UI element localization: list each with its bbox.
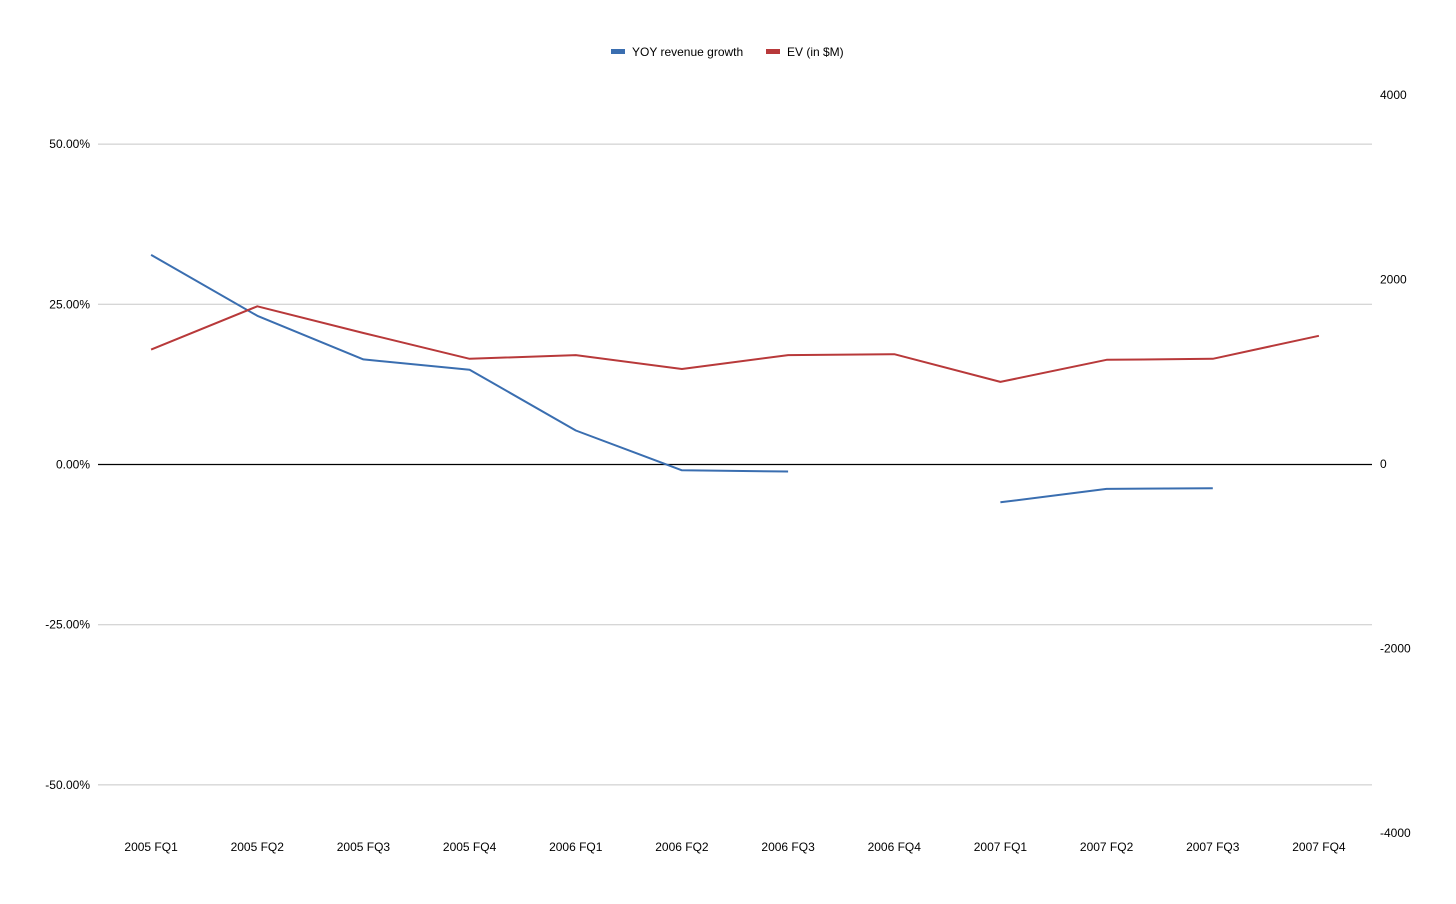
legend: YOY revenue growth EV (in $M): [611, 45, 844, 59]
legend-swatch: [766, 49, 780, 54]
right-tick-label: 2000: [1380, 273, 1407, 287]
data-point: [1104, 486, 1109, 491]
data-point: [361, 331, 366, 336]
x-tick-label: 2007 FQ2: [1080, 840, 1134, 854]
data-point: [998, 379, 1003, 384]
data-point: [998, 500, 1003, 505]
data-point: [1210, 356, 1215, 361]
x-tick-label: 2006 FQ1: [549, 840, 603, 854]
x-tick-label: 2006 FQ2: [655, 840, 709, 854]
legend-swatch: [611, 49, 625, 54]
data-point: [679, 367, 684, 372]
x-tick-label: 2007 FQ1: [974, 840, 1028, 854]
data-point: [1210, 486, 1215, 491]
x-tick-label: 2007 FQ4: [1292, 840, 1346, 854]
left-tick-label: 0.00%: [56, 458, 90, 472]
left-tick-label: -25.00%: [45, 618, 90, 632]
right-tick-label: 4000: [1380, 88, 1407, 102]
x-axis: 2005 FQ1 2005 FQ2 2005 FQ3 2005 FQ4 2006 FQ1…: [124, 840, 1346, 854]
x-tick-label: 2007 FQ3: [1186, 840, 1240, 854]
data-point: [255, 304, 260, 309]
x-tick-label: 2005 FQ4: [443, 840, 497, 854]
data-point: [149, 252, 154, 257]
legend-label: YOY revenue growth: [632, 45, 743, 59]
data-point: [1104, 357, 1109, 362]
left-axis: 50.00% 25.00% 0.00% -25.00% -50.00%: [45, 137, 90, 792]
right-axis: 4000 2000 0 -2000 -4000: [1380, 88, 1411, 840]
data-point: [786, 469, 791, 474]
data-point: [467, 367, 472, 372]
series-lines: [149, 252, 1321, 505]
right-tick-label: 0: [1380, 457, 1387, 471]
data-point: [255, 313, 260, 318]
x-tick-label: 2006 FQ3: [761, 840, 815, 854]
series-line-ev: [150, 305, 1320, 383]
series-line-yoy-revenue-growth: [1000, 487, 1213, 504]
left-tick-label: 50.00%: [49, 137, 90, 151]
data-point: [892, 352, 897, 357]
legend-label: EV (in $M): [787, 45, 844, 59]
gridlines: [98, 143, 1372, 786]
data-point: [467, 356, 472, 361]
left-tick-label: 25.00%: [49, 297, 90, 311]
right-tick-label: -4000: [1380, 826, 1411, 840]
data-point: [573, 353, 578, 358]
x-tick-label: 2006 FQ4: [868, 840, 922, 854]
data-point: [149, 347, 154, 352]
data-point: [361, 357, 366, 362]
series-line-yoy-revenue-growth: [150, 254, 789, 473]
x-tick-label: 2005 FQ2: [231, 840, 285, 854]
right-tick-label: -2000: [1380, 642, 1411, 656]
data-point: [1316, 333, 1321, 338]
data-point: [786, 353, 791, 358]
left-tick-label: -50.00%: [45, 778, 90, 792]
x-tick-label: 2005 FQ1: [124, 840, 178, 854]
data-point: [573, 428, 578, 433]
x-tick-label: 2005 FQ3: [337, 840, 391, 854]
data-point: [679, 468, 684, 473]
